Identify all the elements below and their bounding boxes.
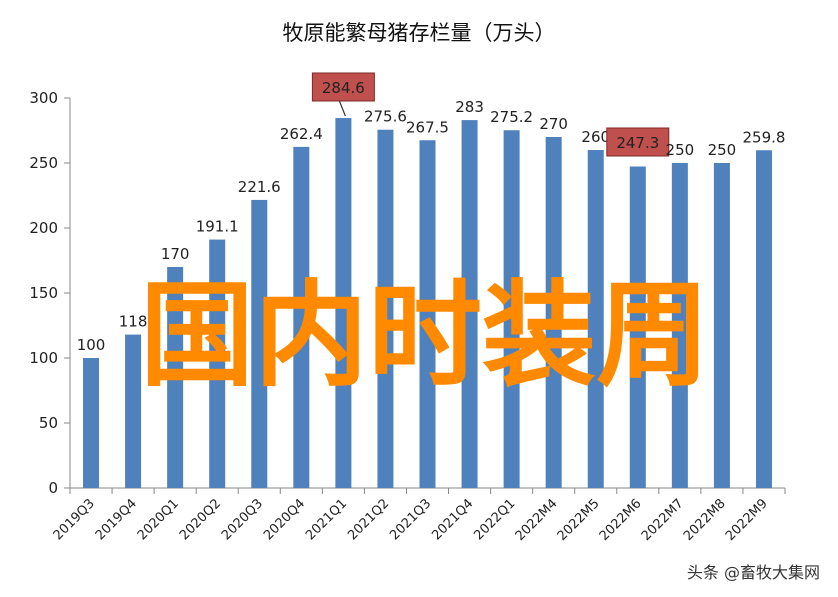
data-label: 259.8 xyxy=(742,128,785,146)
x-tick-label: 2022M7 xyxy=(639,496,687,544)
bar-2020Q4 xyxy=(293,146,310,488)
x-tick-label: 2022M6 xyxy=(597,496,645,544)
x-tick-label: 2022M5 xyxy=(555,496,603,544)
watermark-text: 国内时装周 xyxy=(140,269,710,402)
y-tick-label: 150 xyxy=(29,284,58,302)
x-tick-label: 2021Q1 xyxy=(303,496,350,543)
x-tick-label: 2022M4 xyxy=(513,496,561,544)
bar-2022M5 xyxy=(587,150,604,488)
source-credit: 头条 @畜牧大集网 xyxy=(687,563,820,582)
x-tick-label: 2021Q3 xyxy=(387,496,434,543)
bar-2019Q3 xyxy=(83,358,100,488)
axes: 0 50 100 150 200 250 300 xyxy=(29,89,786,497)
y-tick-label: 50 xyxy=(39,414,58,432)
data-label: 170 xyxy=(161,245,190,263)
data-label: 250 xyxy=(708,141,737,159)
data-label-box xyxy=(606,127,670,157)
x-tick-label: 2019Q4 xyxy=(93,496,140,543)
data-label: 260 xyxy=(581,128,610,146)
data-label: 221.6 xyxy=(238,178,281,196)
bar-2019Q4 xyxy=(125,334,142,488)
bar-2021Q1 xyxy=(335,118,352,489)
bar-2021Q3 xyxy=(419,140,436,488)
y-tick-label: 0 xyxy=(48,479,58,497)
data-label-box xyxy=(311,72,375,102)
x-tick-labels: 2019Q32019Q42020Q12020Q22020Q32020Q42021… xyxy=(51,496,771,544)
bar-2022M4 xyxy=(545,137,562,488)
y-tick-label: 100 xyxy=(29,349,58,367)
data-label: 118 xyxy=(119,313,148,331)
x-tick-label: 2020Q2 xyxy=(177,496,224,543)
x-tick-label: 2020Q1 xyxy=(135,496,182,543)
x-tick-label: 2022M8 xyxy=(681,496,729,544)
data-label: 270 xyxy=(539,115,568,133)
bar-2021Q4 xyxy=(461,120,478,488)
y-tick-label: 200 xyxy=(29,219,58,237)
data-label: 275.2 xyxy=(490,108,533,126)
bar-2022M6 xyxy=(629,166,646,488)
x-tick-label: 2021Q2 xyxy=(345,496,392,543)
data-label: 250 xyxy=(666,141,695,159)
chart-title: 牧原能繁母猪存栏量（万头） xyxy=(283,21,556,45)
x-tick-label: 2020Q3 xyxy=(219,496,266,543)
data-label: 247.3 xyxy=(616,134,659,152)
bars xyxy=(83,118,772,489)
data-label: 262.4 xyxy=(280,125,323,143)
x-tick-label: 2022M9 xyxy=(723,496,771,544)
data-label: 100 xyxy=(77,336,106,354)
x-tick-label: 2022Q1 xyxy=(471,496,518,543)
data-label: 283 xyxy=(455,98,484,116)
bar-2020Q1 xyxy=(167,267,184,488)
bar-2022M9 xyxy=(755,150,772,488)
leader-line xyxy=(338,100,346,117)
data-label: 267.5 xyxy=(406,118,449,136)
watermark-overlay: 国内时装周 xyxy=(140,269,710,402)
y-tick-label: 300 xyxy=(29,89,58,107)
data-label: 275.6 xyxy=(364,108,407,126)
bar-2020Q2 xyxy=(209,239,226,488)
bar-2022M7 xyxy=(671,163,688,488)
x-tick-label: 2021Q4 xyxy=(429,496,476,543)
data-label: 284.6 xyxy=(322,79,365,97)
x-tick-label: 2019Q3 xyxy=(51,496,98,543)
data-label: 191.1 xyxy=(196,218,239,236)
y-tick-label: 250 xyxy=(29,154,58,172)
bar-2020Q3 xyxy=(251,199,268,489)
bar-2022M8 xyxy=(713,163,730,488)
bar-2022Q1 xyxy=(503,130,520,489)
x-tick-label: 2020Q4 xyxy=(261,496,308,543)
bar-2021Q2 xyxy=(377,129,394,488)
